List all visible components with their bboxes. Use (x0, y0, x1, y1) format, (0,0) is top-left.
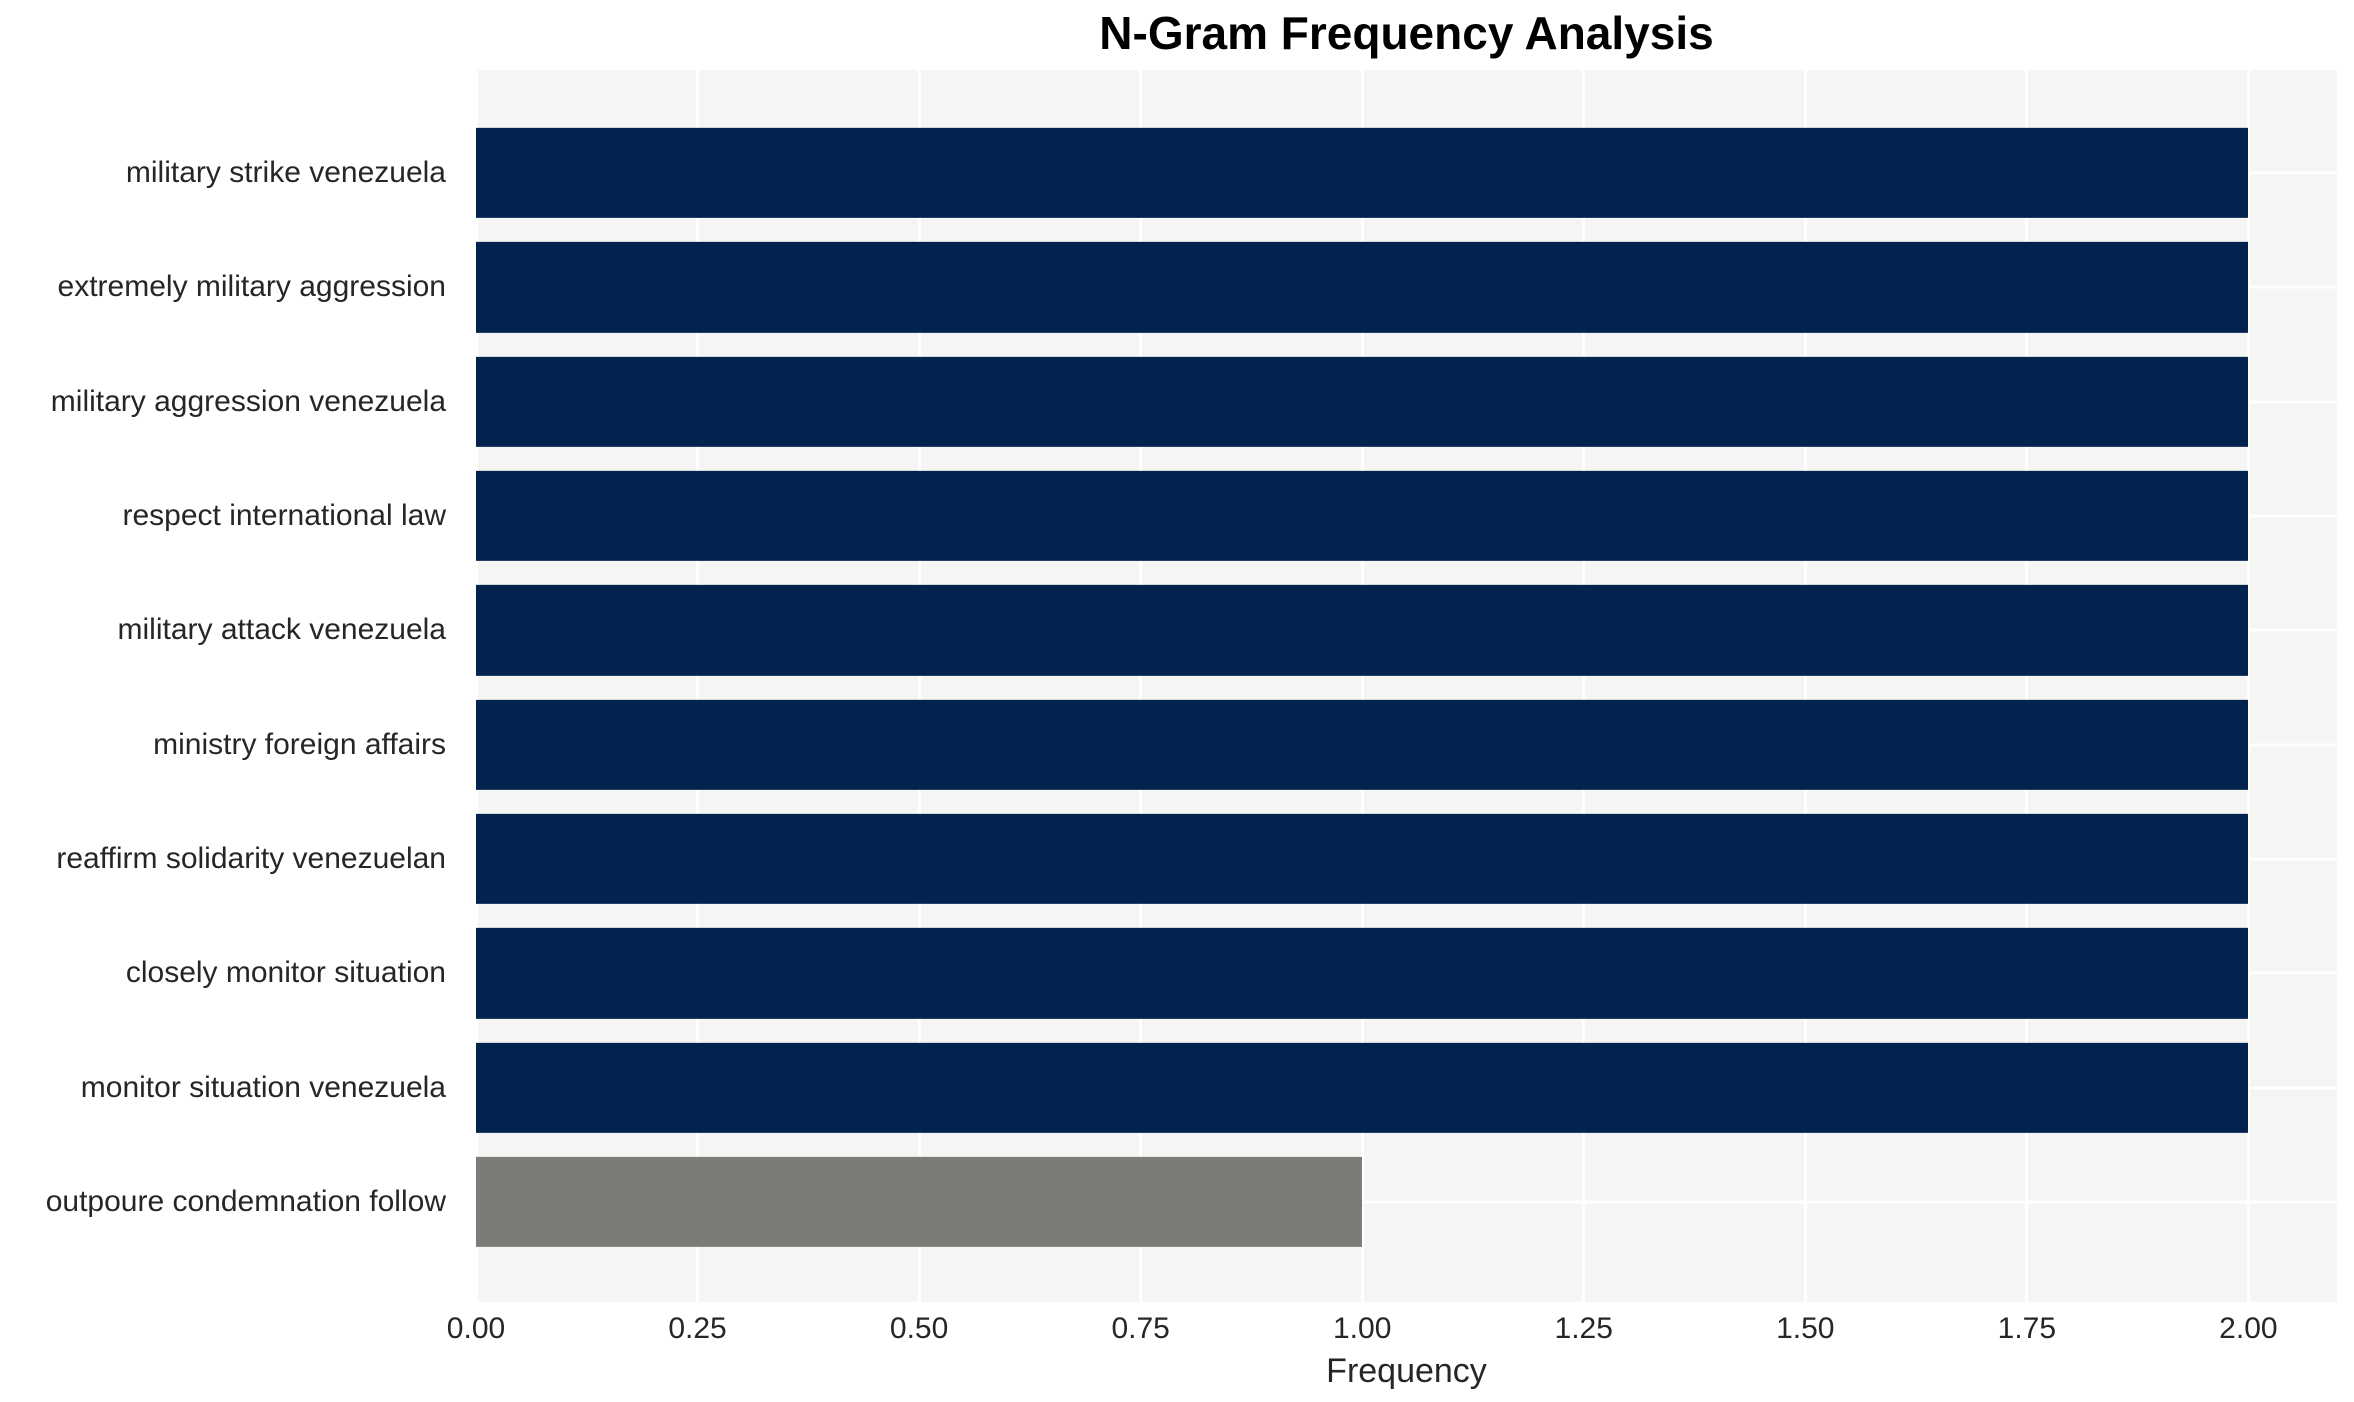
bar-rows (476, 70, 2337, 1302)
y-axis-labels: military strike venezuela extremely milit… (0, 70, 460, 1302)
y-axis-label: respect international law (122, 499, 446, 533)
x-gridline (1139, 70, 1143, 1302)
x-tick-label: 1.75 (1997, 1312, 2057, 1345)
y-axis-label: monitor situation venezuela (80, 1070, 446, 1104)
x-tick-label: 1.00 (1332, 1312, 1392, 1345)
bar-row (476, 345, 2337, 459)
y-axis-label: outpoure condemnation follow (45, 1184, 446, 1218)
x-gridline (1582, 70, 1586, 1302)
y-axis-label: extremely military aggression (57, 270, 446, 304)
x-tick-label: 0.00 (446, 1312, 506, 1345)
bar (476, 128, 2249, 219)
bar (476, 585, 2249, 676)
bar-row (476, 459, 2337, 573)
bar-row (476, 687, 2337, 801)
bar-row (476, 230, 2337, 344)
x-tick-label: 1.50 (1776, 1312, 1835, 1345)
x-tick-label: 1.25 (1554, 1312, 1613, 1345)
x-tick-label: 0.25 (668, 1312, 727, 1345)
y-axis-label: military attack venezuela (117, 613, 446, 647)
bar (476, 699, 2249, 790)
y-axis-label: military aggression venezuela (50, 384, 446, 418)
x-gridline (696, 70, 700, 1302)
y-axis-label: military strike venezuela (125, 156, 446, 190)
x-gridline (2025, 70, 2029, 1302)
bar (476, 242, 2249, 333)
x-axis-ticks: 0.00 0.25 0.50 0.75 1.00 1.25 1.50 1.75 2.00 (447, 1312, 2337, 1352)
y-axis-label: reaffirm solidarity venezuelan (56, 841, 446, 875)
x-tick-label: 2.00 (2219, 1312, 2278, 1345)
x-gridline (2246, 70, 2250, 1302)
x-gridline (474, 70, 478, 1302)
x-gridline (1803, 70, 1807, 1302)
bar (476, 356, 2249, 447)
bar (476, 928, 2249, 1019)
chart-title: N-Gram Frequency Analysis (1099, 7, 1714, 59)
bar-row (476, 573, 2337, 687)
bar-row (476, 802, 2337, 916)
bar (476, 470, 2249, 562)
bar (476, 1042, 2249, 1133)
x-tick-label: 0.75 (1111, 1312, 1170, 1345)
y-gridline (476, 1200, 2337, 1204)
x-axis-title: Frequency (1326, 1352, 1487, 1390)
bar (476, 1156, 1363, 1247)
bar-row (476, 116, 2337, 230)
bar-row (476, 1030, 2337, 1144)
x-tick-label: 0.50 (889, 1312, 949, 1345)
y-axis-label: closely monitor situation (125, 956, 446, 990)
y-axis-label: ministry foreign affairs (153, 727, 446, 761)
bar-row (476, 916, 2337, 1030)
x-gridline (1360, 70, 1364, 1302)
bar-row (476, 1145, 2337, 1259)
plot-area (474, 70, 2337, 1302)
x-gridline (917, 70, 921, 1302)
bar (476, 813, 2249, 905)
